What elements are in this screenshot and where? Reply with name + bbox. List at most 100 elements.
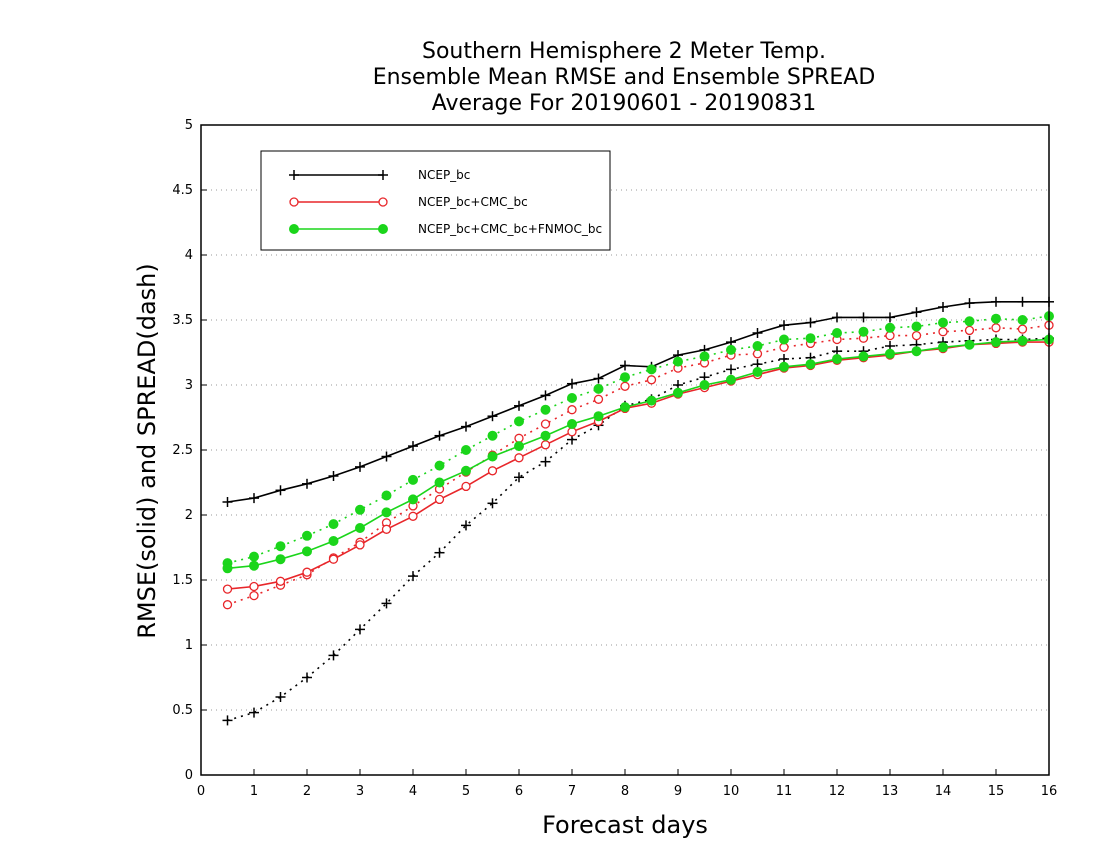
series-2-rmse-point <box>302 546 312 557</box>
series-0-rmse-point <box>885 312 895 323</box>
series-2-rmse-point <box>964 339 975 350</box>
series-2-rmse-point <box>408 494 418 505</box>
series-0-spread-point <box>328 650 339 661</box>
legend-marker-left <box>289 197 299 207</box>
legend-entry-2: NCEP_bc+CMC_bc+FNMOC_bc <box>289 222 602 236</box>
series-2-rmse-point <box>487 451 498 462</box>
series-0-spread-point <box>302 672 312 683</box>
x-tick-label: 3 <box>356 784 364 799</box>
series-1-rmse-point <box>275 576 286 586</box>
x-axis-title: Forecast days <box>542 811 708 839</box>
series-2-rmse-line <box>227 338 1050 570</box>
x-tick-label: 6 <box>515 784 523 799</box>
series-2-rmse-point <box>275 554 286 565</box>
series-2-rmse-point <box>434 477 445 488</box>
series-2-spread-point <box>673 356 683 367</box>
series-2-spread-point <box>885 322 895 333</box>
legend-entry-0: NCEP_bc <box>289 168 470 182</box>
series-0-rmse-point <box>381 451 392 462</box>
series-2-spread <box>222 311 1054 569</box>
legend-label: NCEP_bc <box>418 168 470 182</box>
series-2-spread-point <box>991 313 1001 324</box>
series-1-spread-point <box>885 330 895 341</box>
series-0-rmse-point <box>249 493 259 504</box>
series-2-spread-point <box>434 460 445 471</box>
series-2-rmse-point <box>805 359 816 370</box>
legend-entry-1: NCEP_bc+CMC_bc <box>289 195 528 209</box>
series-1-rmse-point <box>540 440 551 450</box>
series-0-rmse-point <box>620 360 630 371</box>
series-2-spread-point <box>964 316 975 327</box>
series-0-rmse-point <box>832 312 842 323</box>
x-tick-label: 15 <box>988 784 1005 799</box>
series-2-spread-line <box>227 315 1050 564</box>
legend-label: NCEP_bc+CMC_bc <box>418 195 528 209</box>
y-axis-ticks: 0 0.5 1 1.5 2 2.5 3 3.5 4 4.5 5 <box>172 118 207 783</box>
series-2-rmse-point <box>779 361 789 372</box>
series-2-rmse-point <box>673 387 683 398</box>
y-tick-label: 2 <box>185 508 193 523</box>
series-1-rmse-point <box>222 584 233 594</box>
series-0-rmse-point <box>779 320 789 331</box>
series-1-spread-point <box>646 375 657 385</box>
series-0-rmse-point <box>434 430 445 441</box>
series-1-rmse-point <box>408 511 418 521</box>
series-0-rmse-point <box>461 421 471 432</box>
series-0-spread-point <box>434 547 445 558</box>
series-0-rmse-point <box>593 373 604 384</box>
series-0-rmse-point <box>514 400 524 411</box>
y-tick-label: 0 <box>185 768 193 783</box>
series-1-spread-point <box>1017 324 1028 334</box>
series-2-rmse-point <box>567 419 577 429</box>
series-0-spread-point <box>514 472 524 483</box>
series-1-rmse-point <box>461 481 471 492</box>
series-0-rmse-point <box>964 298 975 309</box>
series-2-rmse-point <box>911 346 922 357</box>
series-2-rmse-point <box>540 430 551 441</box>
series-2-spread-point <box>752 341 763 351</box>
series-2-rmse-point <box>620 402 630 413</box>
series-0-spread-point <box>249 707 259 718</box>
series-1-spread-point <box>249 590 259 601</box>
series-0-spread-point <box>381 598 392 609</box>
x-axis-ticks: 0 1 2 3 4 5 6 7 8 9 10 11 12 13 14 15 16 <box>197 769 1057 799</box>
series-0-rmse <box>222 296 1054 507</box>
series-2-rmse-point <box>885 348 895 359</box>
series-0-rmse-point <box>911 307 922 318</box>
series-2-rmse-point <box>699 380 710 390</box>
series-1-spread-point <box>593 394 604 404</box>
series-1-rmse-point <box>434 494 445 505</box>
series-2-spread-point <box>858 326 869 337</box>
y-tick-label: 4.5 <box>172 183 193 198</box>
series-1-rmse-point <box>249 581 259 592</box>
series-0-rmse-line <box>227 300 1049 503</box>
series-2-spread-point <box>938 317 948 328</box>
y-tick-label: 4 <box>185 248 193 263</box>
series-2-spread-point <box>567 393 577 403</box>
series-0-rmse-point <box>222 497 233 507</box>
series-0-spread-point <box>461 520 471 531</box>
x-tick-label: 8 <box>621 784 629 799</box>
series-1-spread-point <box>911 330 922 341</box>
title-line-3: Average For 20190601 - 20190831 <box>432 91 817 116</box>
series-0-rmse-point <box>302 478 312 489</box>
series-0-rmse-point <box>567 378 577 389</box>
legend: NCEP_bc NCEP_bc+CMC_bc NCEP_bc+CMC_bc+FNMO… <box>260 150 611 251</box>
series-2-rmse-point <box>355 523 365 533</box>
series-2-rmse-point <box>646 395 657 406</box>
series-2-rmse-point <box>514 441 524 452</box>
series-2-spread-point <box>620 372 630 383</box>
series-2-spread-point <box>779 334 789 345</box>
series-2-spread-point <box>540 404 551 415</box>
series-1-rmse-point <box>328 554 339 564</box>
series-0-rmse-point <box>540 390 551 401</box>
series-1-spread-point <box>222 600 233 610</box>
series-2-spread-point <box>832 328 842 338</box>
series-0-rmse-point <box>858 312 869 323</box>
legend-marker-left <box>289 170 299 180</box>
x-tick-label: 12 <box>829 784 846 799</box>
y-tick-label: 2.5 <box>172 443 193 458</box>
series-2-rmse-point <box>752 367 763 377</box>
legend-marker-right <box>378 224 388 234</box>
series-0-spread-point <box>222 715 233 726</box>
